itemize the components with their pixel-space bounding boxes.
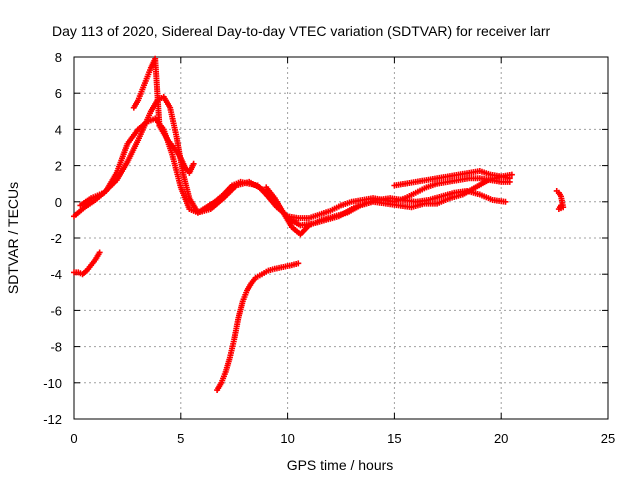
data-points <box>71 55 567 394</box>
axis-ticks <box>73 56 609 420</box>
x-tick-label: 5 <box>177 431 184 446</box>
data-point-marker <box>190 160 197 167</box>
y-tick-label: -12 <box>43 412 62 427</box>
y-tick-label: -8 <box>50 340 62 355</box>
y-tick-label: -2 <box>50 231 62 246</box>
data-point-marker <box>295 260 302 267</box>
series-trace-short-lower <box>71 249 103 278</box>
series-trace-main-c <box>130 55 197 176</box>
x-axis-label: GPS time / hours <box>287 457 394 473</box>
x-tick-label: 15 <box>387 431 401 446</box>
x-tick-label: 10 <box>280 431 294 446</box>
series-trace-main-a <box>71 115 513 222</box>
x-tick-labels: 0 5 10 15 20 25 <box>70 431 615 446</box>
series-trace-main-b <box>77 93 509 229</box>
grid-lines <box>74 57 608 419</box>
y-tick-label: 6 <box>55 86 62 101</box>
y-tick-label: -6 <box>50 303 62 318</box>
y-tick-label: 4 <box>55 122 62 137</box>
data-point-marker <box>558 202 565 209</box>
series-trace-deep-dip <box>214 260 302 394</box>
x-tick-label: 20 <box>494 431 508 446</box>
y-tick-labels: -12 -10 -8 -6 -4 -2 0 2 4 6 8 <box>43 50 62 427</box>
y-tick-label: 0 <box>55 195 62 210</box>
y-tick-label: -10 <box>43 376 62 391</box>
series-trace-late-point <box>553 187 567 213</box>
series-trace-side-upper <box>391 168 513 189</box>
data-point-marker <box>506 175 513 182</box>
y-tick-label: 8 <box>55 50 62 65</box>
y-tick-label: 2 <box>55 159 62 174</box>
chart-title: Day 113 of 2020, Sidereal Day-to-day VTE… <box>52 23 551 39</box>
data-point-marker <box>502 198 509 205</box>
y-tick-label: -4 <box>50 267 62 282</box>
x-tick-label: 25 <box>601 431 615 446</box>
data-point-marker <box>508 171 515 178</box>
y-axis-label: SDTVAR / TECUs <box>5 182 21 294</box>
x-tick-label: 0 <box>70 431 77 446</box>
data-point-marker <box>96 249 103 256</box>
